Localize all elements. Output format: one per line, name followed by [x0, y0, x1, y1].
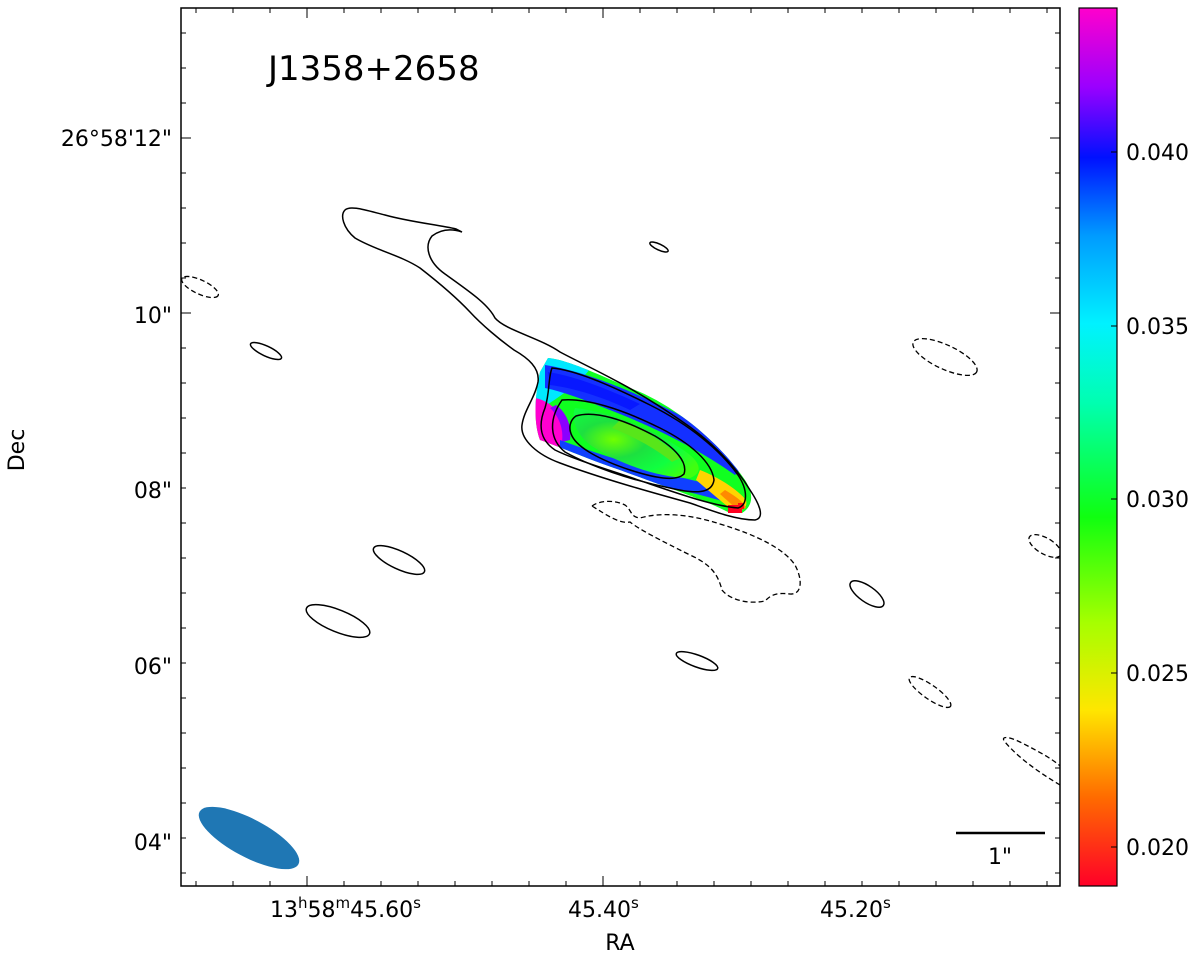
- y-tick-label: 26°58'12": [61, 127, 172, 152]
- scale-bar-label: 1": [988, 845, 1012, 870]
- negative-contours: [181, 275, 1060, 786]
- contour-level-3: [551, 399, 715, 493]
- plot-frame: [180, 7, 1061, 887]
- contour-negative: [1002, 736, 1060, 786]
- beam-ellipse: [198, 806, 300, 870]
- chart-title: J1358+2658: [266, 49, 480, 89]
- axis-ticks: [181, 8, 1060, 886]
- colorbar-tick-labels: 0.020 0.025 0.030 0.035 0.040: [1126, 141, 1189, 861]
- y-tick-label: 10": [134, 304, 172, 329]
- x-tick-labels: 13h58m45.60s 45.40s 45.20s: [270, 894, 891, 923]
- colormap-tip-pixel: [728, 505, 742, 513]
- contour-negative: [181, 275, 220, 299]
- y-tick-label: 08": [134, 479, 172, 504]
- y-tick-labels: 26°58'12" 10" 08" 06" 04": [61, 127, 172, 856]
- x-tick-label: 13h58m45.60s: [270, 894, 421, 923]
- contour-island: [305, 603, 371, 639]
- contour-negative: [1028, 533, 1060, 559]
- contour-level-4: [569, 413, 686, 480]
- colorbar: [1078, 7, 1118, 887]
- x-axis-label: RA: [605, 931, 634, 956]
- y-tick-label: 04": [134, 831, 172, 856]
- x-tick-label: 45.20s: [820, 894, 891, 923]
- colorbar-tick-label: 0.020: [1126, 836, 1189, 861]
- contour-negative: [908, 675, 952, 709]
- contour-island: [372, 544, 426, 576]
- contour-negative: [590, 500, 801, 603]
- y-axis-label: Dec: [5, 429, 30, 472]
- contour-island: [849, 580, 885, 608]
- contours: [249, 207, 885, 672]
- contour-outer: [342, 207, 762, 521]
- x-tick-label: 45.40s: [568, 894, 639, 923]
- contour-island: [249, 341, 283, 361]
- colormap-image: [535, 358, 752, 513]
- contour-island: [675, 650, 719, 672]
- colorbar-tick-label: 0.025: [1126, 662, 1189, 687]
- contour-level-2: [540, 367, 747, 509]
- colorbar-ticks: [1111, 151, 1117, 848]
- y-tick-label: 06": [134, 655, 172, 680]
- colorbar-tick-label: 0.035: [1126, 315, 1189, 340]
- contour-island: [649, 241, 669, 253]
- colorbar-tick-label: 0.030: [1126, 488, 1189, 513]
- colorbar-tick-label: 0.040: [1126, 141, 1189, 166]
- contour-negative: [912, 337, 978, 377]
